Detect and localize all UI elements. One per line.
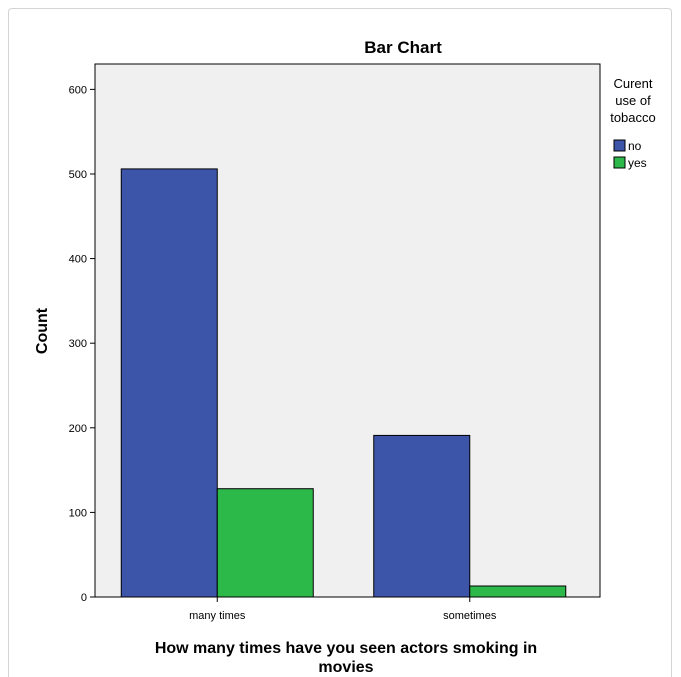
x-axis-label-line-1: How many times have you seen actors smok… bbox=[155, 640, 537, 657]
bar-yes-sometimes bbox=[469, 585, 567, 598]
y-tick-label: 500 bbox=[69, 169, 87, 181]
y-tick-label: 100 bbox=[69, 507, 87, 519]
legend-items: no yes bbox=[613, 139, 647, 170]
bars-group bbox=[120, 168, 567, 598]
legend-label-no: no bbox=[628, 139, 642, 153]
x-tick-label: sometimes bbox=[443, 610, 497, 622]
y-tick-label: 400 bbox=[69, 254, 87, 266]
x-tick-label: many times bbox=[189, 610, 246, 622]
y-tick-label: 200 bbox=[69, 423, 87, 435]
bar-no-many-times bbox=[120, 168, 218, 598]
bar-yes-many-times bbox=[216, 488, 314, 598]
legend-title-line-3: tobacco bbox=[610, 110, 656, 125]
legend-title-line-1: Curent bbox=[613, 76, 652, 91]
legend-label-yes: yes bbox=[628, 156, 647, 170]
y-tick-label: 600 bbox=[69, 84, 87, 96]
legend-swatch-yes bbox=[613, 156, 626, 169]
y-axis: 0 100 200 300 400 500 600 bbox=[69, 84, 95, 604]
x-axis: many times sometimes bbox=[189, 597, 497, 622]
chart-title: Bar Chart bbox=[364, 38, 442, 57]
y-tick-label: 300 bbox=[69, 338, 87, 350]
x-axis-label-line-2: movies bbox=[318, 659, 373, 676]
legend-title-line-2: use of bbox=[615, 93, 651, 108]
y-tick-label: 0 bbox=[81, 592, 87, 604]
bar-no-sometimes bbox=[373, 434, 471, 598]
y-axis-label: Count bbox=[34, 307, 51, 354]
legend: Curent use of tobacco no yes bbox=[610, 76, 656, 170]
legend-swatch-no bbox=[613, 139, 626, 152]
